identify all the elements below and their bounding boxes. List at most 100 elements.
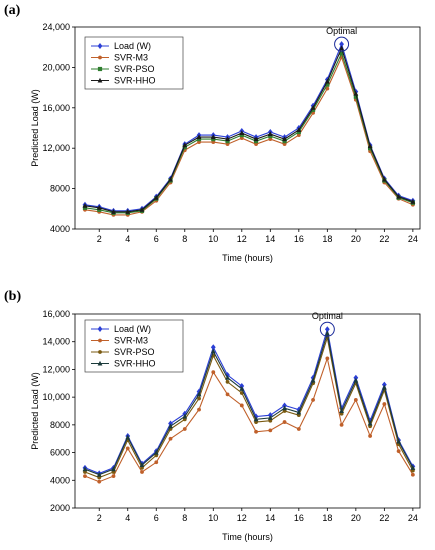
- data-point: [125, 434, 131, 440]
- data-point: [325, 356, 330, 361]
- data-point: [410, 472, 415, 477]
- x-tick-label: 8: [182, 513, 187, 523]
- data-point: [396, 449, 401, 454]
- legend-marker: [98, 338, 102, 343]
- data-point: [339, 51, 344, 56]
- x-axis-title: Time (hours): [222, 532, 273, 542]
- data-point: [168, 423, 173, 429]
- data-point: [153, 194, 159, 200]
- data-point: [267, 415, 273, 420]
- data-point: [225, 136, 230, 142]
- y-tick-label: 4000: [50, 224, 70, 234]
- data-point: [267, 131, 273, 137]
- data-point: [168, 176, 173, 182]
- x-tick-label: 6: [154, 234, 159, 244]
- data-point: [339, 41, 344, 48]
- data-point: [253, 136, 259, 142]
- data-point: [339, 45, 344, 51]
- data-point: [396, 438, 402, 444]
- x-tick-label: 6: [154, 513, 159, 523]
- x-tick-label: 4: [125, 234, 130, 244]
- data-point: [125, 209, 131, 214]
- data-point: [83, 474, 87, 479]
- data-point: [196, 137, 202, 142]
- x-tick-label: 16: [294, 513, 304, 523]
- legend-label: SVR-HHO: [114, 359, 156, 369]
- x-tick-label: 8: [182, 234, 187, 244]
- data-point: [82, 205, 88, 210]
- data-point: [282, 136, 287, 142]
- legend-label: SVR-HHO: [114, 76, 156, 86]
- x-tick-label: 22: [379, 513, 389, 523]
- data-point: [125, 446, 130, 451]
- y-tick-label: 6000: [50, 448, 70, 458]
- series-line: [84, 337, 414, 479]
- x-tick-label: 10: [208, 513, 218, 523]
- data-point: [268, 133, 273, 139]
- data-point: [239, 386, 245, 391]
- data-point: [154, 460, 159, 465]
- x-tick-label: 20: [351, 513, 361, 523]
- x-tick-label: 22: [379, 234, 389, 244]
- data-point: [381, 384, 387, 390]
- x-tick-label: 2: [97, 234, 102, 244]
- data-point: [225, 139, 230, 144]
- x-tick-label: 14: [265, 513, 275, 523]
- data-point: [296, 129, 301, 135]
- data-point: [268, 428, 273, 433]
- plot-frame: [74, 26, 421, 230]
- data-point: [225, 374, 230, 380]
- chart-panel-b: (b) 2000 4000 6000 8000 10,000 12,000 14,000 16…: [0, 285, 435, 550]
- data-point: [310, 377, 316, 383]
- optimal-circle: [334, 36, 350, 52]
- data-point: [210, 344, 216, 351]
- data-point: [353, 94, 358, 99]
- x-tick-label: 16: [294, 234, 304, 244]
- y-tick-label: 12,000: [42, 143, 70, 153]
- data-point: [253, 139, 259, 144]
- data-point: [211, 137, 216, 142]
- data-point: [153, 449, 159, 455]
- data-point: [182, 413, 188, 419]
- y-tick-label: 10,000: [42, 392, 70, 402]
- data-point: [382, 402, 387, 406]
- plot-frame: [74, 313, 421, 509]
- legend-marker: [98, 55, 102, 60]
- x-tick-label: 14: [265, 234, 275, 244]
- chart-panel-a: (a) 4000 8000 12,000 16,000 20,000 24,000 2 4 6 8…: [4, 3, 421, 263]
- data-point: [353, 377, 359, 383]
- data-point: [296, 427, 301, 431]
- data-point: [139, 462, 145, 468]
- data-point: [182, 142, 188, 148]
- legend-label: SVR-M3: [114, 53, 148, 63]
- data-point: [168, 436, 173, 441]
- data-point: [324, 78, 330, 84]
- data-point: [111, 474, 116, 479]
- x-tick-label: 2: [97, 513, 102, 523]
- optimal-label: Optimal: [326, 26, 357, 36]
- x-tick-label: 24: [408, 513, 418, 523]
- data-point: [311, 398, 315, 402]
- series-3: [82, 45, 416, 214]
- data-point: [325, 86, 330, 91]
- legend-marker: [97, 77, 103, 83]
- legend-marker: [97, 66, 103, 72]
- data-point: [182, 427, 187, 431]
- data-point: [111, 209, 116, 214]
- data-point: [410, 198, 416, 204]
- data-point: [210, 348, 216, 354]
- optimal-label: Optimal: [312, 311, 343, 321]
- data-point: [253, 416, 259, 422]
- legend-label: Load (W): [114, 41, 151, 51]
- y-tick-label: 14,000: [42, 337, 70, 347]
- data-point: [96, 204, 102, 210]
- chart-b-svg: 2000 4000 6000 8000 10,000 12,000 14,000 16,000…: [30, 309, 421, 542]
- data-point: [96, 471, 102, 477]
- data-point: [196, 391, 202, 397]
- legend-marker: [98, 350, 102, 354]
- legend-marker: [97, 326, 103, 332]
- data-point: [197, 396, 201, 401]
- y-tick-label: 8000: [50, 184, 70, 194]
